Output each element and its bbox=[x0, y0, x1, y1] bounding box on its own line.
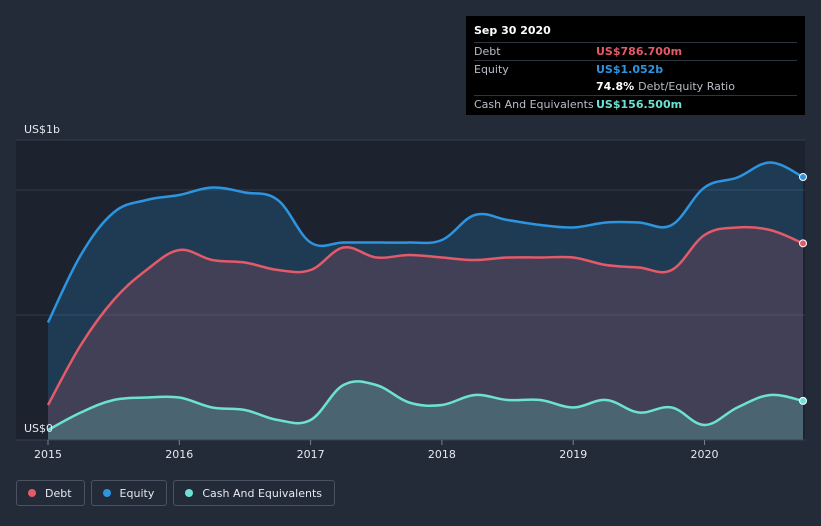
tooltip-equity-value: US$1.052b bbox=[596, 63, 664, 76]
legend-item-equity[interactable]: Equity bbox=[90, 480, 168, 506]
legend-item-debt[interactable]: Debt bbox=[16, 480, 85, 506]
debt-dot-icon bbox=[28, 489, 36, 497]
tooltip-row-equity: Equity US$1.052b bbox=[474, 60, 797, 78]
tooltip-ratio-pct: 74.8% bbox=[596, 80, 635, 93]
debt-endpoint bbox=[799, 239, 807, 248]
series-endpoints bbox=[799, 173, 807, 405]
x-tick-label-2017: 2017 bbox=[297, 448, 325, 461]
debt-equity-chart: 2015 2016 2017 2018 2019 2020 bbox=[16, 139, 807, 461]
legend: Debt Equity Cash And Equivalents bbox=[16, 480, 335, 506]
legend-item-cash[interactable]: Cash And Equivalents bbox=[173, 480, 335, 506]
tooltip-debt-label: Debt bbox=[474, 45, 501, 58]
tooltip-row-cash: Cash And Equivalents US$156.500m bbox=[474, 95, 797, 113]
tooltip-date: Sep 30 2020 bbox=[474, 24, 551, 37]
series-lines bbox=[46, 161, 804, 432]
legend-cash-label: Cash And Equivalents bbox=[202, 486, 322, 500]
cash-area bbox=[48, 381, 803, 440]
equity-area bbox=[48, 162, 803, 440]
series-areas bbox=[48, 162, 803, 440]
tooltip-debt-value: US$786.700m bbox=[596, 45, 683, 58]
x-tick-label-2015: 2015 bbox=[34, 448, 62, 461]
cash-dot-icon bbox=[185, 489, 194, 497]
tooltip-cash-label: Cash And Equivalents bbox=[474, 98, 594, 111]
tooltip-equity-label: Equity bbox=[474, 63, 509, 76]
equity-dot-icon bbox=[102, 489, 111, 497]
x-tick-label-2020: 2020 bbox=[691, 448, 719, 461]
legend-equity-label: Equity bbox=[119, 486, 155, 500]
equity-endpoint bbox=[799, 173, 807, 181]
x-tick-label-2016: 2016 bbox=[165, 448, 193, 461]
tooltip-ratio-label: Debt/Equity Ratio bbox=[638, 80, 735, 93]
legend-debt-label: Debt bbox=[45, 486, 72, 500]
cash-line bbox=[47, 380, 804, 432]
tooltip-cash-value: US$156.500m bbox=[596, 98, 683, 111]
tooltip-row-debt: Debt US$786.700m bbox=[474, 42, 797, 60]
y-axis-bottom-label: US$0 bbox=[24, 422, 54, 435]
y-axis-top-label: US$1b bbox=[24, 123, 61, 136]
x-axis-ticks: 2015 2016 2017 2018 2019 2020 bbox=[16, 439, 805, 461]
x-tick-label-2018: 2018 bbox=[428, 448, 456, 461]
debt-area bbox=[48, 227, 803, 440]
equity-line bbox=[46, 161, 804, 324]
debt-line bbox=[46, 225, 804, 406]
cash-endpoint bbox=[799, 396, 807, 405]
x-tick-label-2019: 2019 bbox=[559, 448, 587, 461]
tooltip: Sep 30 2020 Debt US$786.700m Equity US$1… bbox=[466, 16, 805, 115]
tooltip-row-ratio: 74.8% Debt/Equity Ratio bbox=[474, 78, 797, 95]
